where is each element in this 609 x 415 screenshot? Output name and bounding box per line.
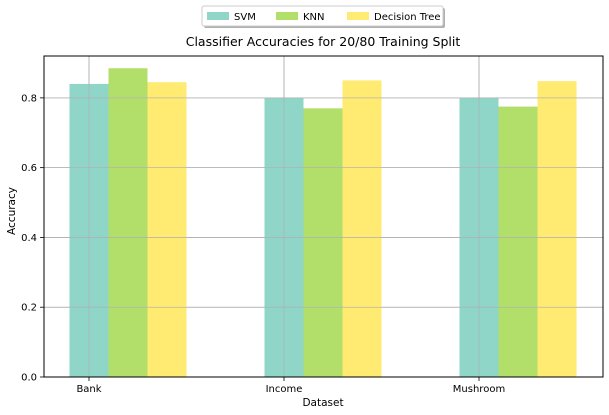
legend: SVM KNN Decision Tree xyxy=(201,5,445,28)
bar-decision-tree-bank xyxy=(147,82,187,377)
x-tick-label: Bank xyxy=(76,384,101,395)
legend-label: Decision Tree xyxy=(374,12,441,23)
bar-knn-bank xyxy=(108,68,148,377)
y-axis-ticks: 0.0 0.2 0.4 0.6 0.8 xyxy=(21,93,44,384)
bar-decision-tree-income xyxy=(342,80,382,377)
x-tick-label: Income xyxy=(266,384,303,395)
bar-decision-tree-mushroom xyxy=(537,81,577,378)
legend-box xyxy=(201,5,444,27)
legend-swatch xyxy=(276,12,298,20)
bar-knn-mushroom xyxy=(498,106,538,377)
y-tick-label: 0.4 xyxy=(21,233,37,244)
plot-frame xyxy=(43,55,604,378)
y-axis-label: Accuracy xyxy=(6,187,18,235)
legend-label: KNN xyxy=(303,12,325,23)
legend-label: SVM xyxy=(234,12,256,23)
legend-swatch xyxy=(207,12,229,20)
bar-knn-income xyxy=(303,108,343,377)
chart-title: Classifier Accuracies for 20/80 Training… xyxy=(186,34,461,49)
y-tick-label: 0.6 xyxy=(21,163,37,174)
x-axis-label: Dataset xyxy=(302,397,343,409)
x-axis-ticks: Bank Income Mushroom xyxy=(76,377,505,395)
y-tick-label: 0.0 xyxy=(21,373,37,384)
y-tick-label: 0.2 xyxy=(21,303,37,314)
legend-swatch xyxy=(347,12,369,20)
bars xyxy=(44,56,603,378)
x-tick-label: Mushroom xyxy=(453,384,505,395)
y-tick-label: 0.8 xyxy=(21,93,37,104)
